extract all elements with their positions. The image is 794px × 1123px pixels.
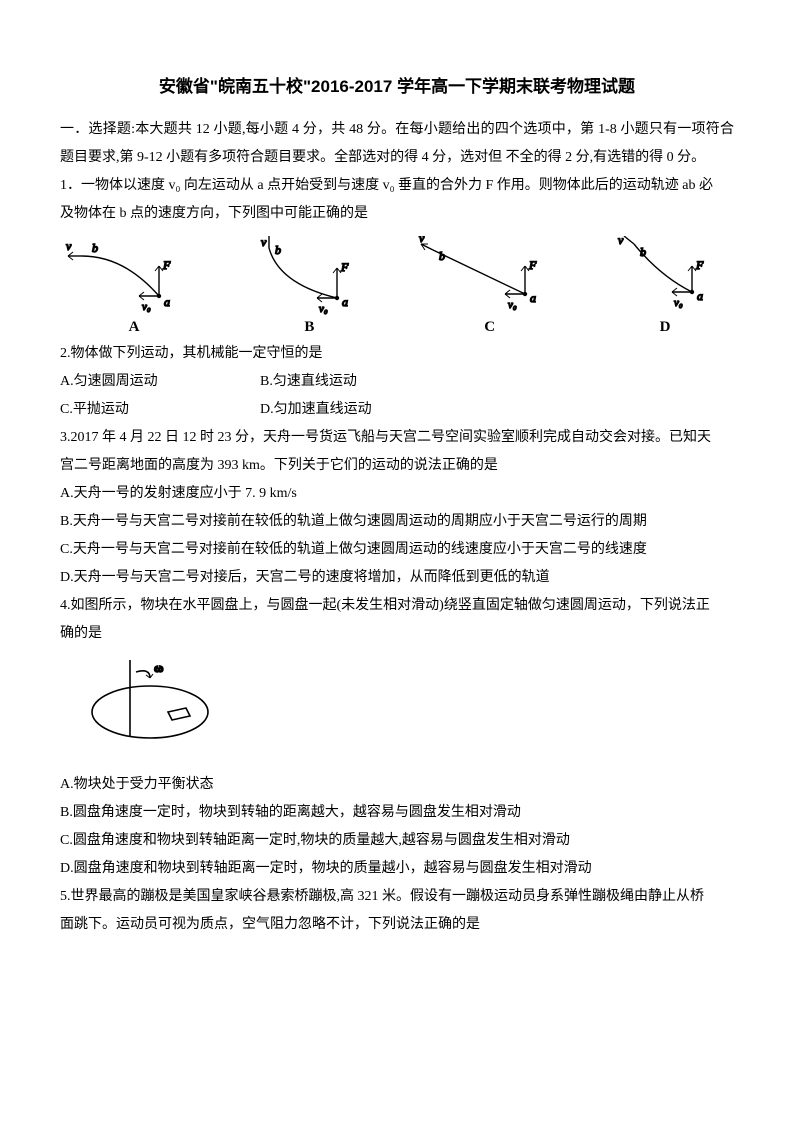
svg-text:b: b	[439, 249, 445, 263]
svg-text:b: b	[640, 245, 646, 259]
svg-text:F: F	[162, 258, 171, 272]
page-title: 安徽省"皖南五十校"2016-2017 学年高一下学期末联考物理试题	[60, 70, 734, 104]
q2-D: D.匀加速直线运动	[260, 396, 372, 424]
svg-text:a: a	[530, 291, 536, 305]
svg-text:v: v	[66, 239, 72, 253]
svg-text:v₀: v₀	[508, 299, 517, 311]
svg-text:v₀: v₀	[319, 303, 328, 315]
svg-text:b: b	[275, 243, 281, 257]
q2-B: B.匀速直线运动	[260, 368, 357, 396]
svg-text:v: v	[419, 236, 425, 245]
svg-text:F: F	[528, 258, 537, 272]
q3-line1: 3.2017 年 4 月 22 日 12 时 23 分，天舟一号货运飞船与天宫二…	[60, 424, 734, 452]
q3-D: D.天舟一号与天宫二号对接后，天宫二号的速度将增加，从而降低到更低的轨道	[60, 564, 734, 592]
svg-text:b: b	[92, 241, 98, 255]
diagram-B: b v a v₀ F B	[239, 236, 379, 336]
q2-C: C.平抛运动	[60, 396, 260, 424]
q5-line1: 5.世界最高的蹦极是美国皇家峡谷悬索桥蹦极,高 321 米。假设有一蹦极运动员身…	[60, 883, 734, 911]
q3-C: C.天舟一号与天宫二号对接前在较低的轨道上做匀速圆周运动的线速度应小于天宫二号的…	[60, 536, 734, 564]
label-B: B	[304, 318, 314, 336]
q4-figure: ω	[80, 654, 734, 765]
q4-B: B.圆盘角速度一定时，物块到转轴的距离越大，越容易与圆盘发生相对滑动	[60, 799, 734, 827]
svg-text:a: a	[697, 289, 703, 303]
svg-text:v: v	[261, 236, 267, 249]
label-C: C	[484, 318, 495, 336]
svg-text:ω: ω	[154, 660, 164, 675]
svg-text:F: F	[695, 258, 704, 272]
q1-line2: 及物体在 b 点的速度方向，下列图中可能正确的是	[60, 200, 734, 228]
svg-text:v: v	[618, 236, 624, 247]
svg-text:a: a	[342, 295, 348, 309]
q3-A: A.天舟一号的发射速度应小于 7. 9 km/s	[60, 480, 734, 508]
label-D: D	[660, 318, 671, 336]
q4-line1: 4.如图所示，物块在水平圆盘上，与圆盘一起(未发生相对滑动)绕竖直固定轴做匀速圆…	[60, 592, 734, 620]
q3-B: B.天舟一号与天宫二号对接前在较低的轨道上做匀速圆周运动的周期应小于天宫二号运行…	[60, 508, 734, 536]
q4-line2: 确的是	[60, 620, 734, 648]
q1-diagrams: b a v₀ F v A b v	[60, 236, 734, 336]
q4-D: D.圆盘角速度和物块到转轴距离一定时，物块的质量越小，越容易与圆盘发生相对滑动	[60, 855, 734, 883]
q4-A: A.物块处于受力平衡状态	[60, 771, 734, 799]
svg-text:F: F	[340, 260, 349, 274]
label-A: A	[129, 318, 140, 336]
q1-line1: 1．一物体以速度 v₀ 向左运动从 a 点开始受到与速度 v₀ 垂直的合外力 F…	[60, 172, 734, 200]
svg-text:a: a	[164, 295, 170, 309]
diagram-A: b a v₀ F v A	[64, 236, 204, 336]
q2-A: A.匀速圆周运动	[60, 368, 260, 396]
svg-text:v₀: v₀	[674, 297, 683, 309]
diagram-C: b v a v₀ F C	[415, 236, 565, 336]
q5-line2: 面跳下。运动员可视为质点，空气阻力忽略不计，下列说法正确的是	[60, 911, 734, 939]
q2-stem: 2.物体做下列运动，其机械能一定守恒的是	[60, 340, 734, 368]
q3-line2: 宫二号距离地面的高度为 393 km。下列关于它们的运动的说法正确的是	[60, 452, 734, 480]
svg-text:v₀: v₀	[142, 301, 151, 313]
instructions: 一．选择题:本大题共 12 小题,每小题 4 分，共 48 分。在每小题给出的四…	[60, 116, 734, 172]
q4-C: C.圆盘角速度和物块到转轴距离一定时,物块的质量越大,越容易与圆盘发生相对滑动	[60, 827, 734, 855]
diagram-D: b v a v₀ F D	[600, 236, 730, 336]
